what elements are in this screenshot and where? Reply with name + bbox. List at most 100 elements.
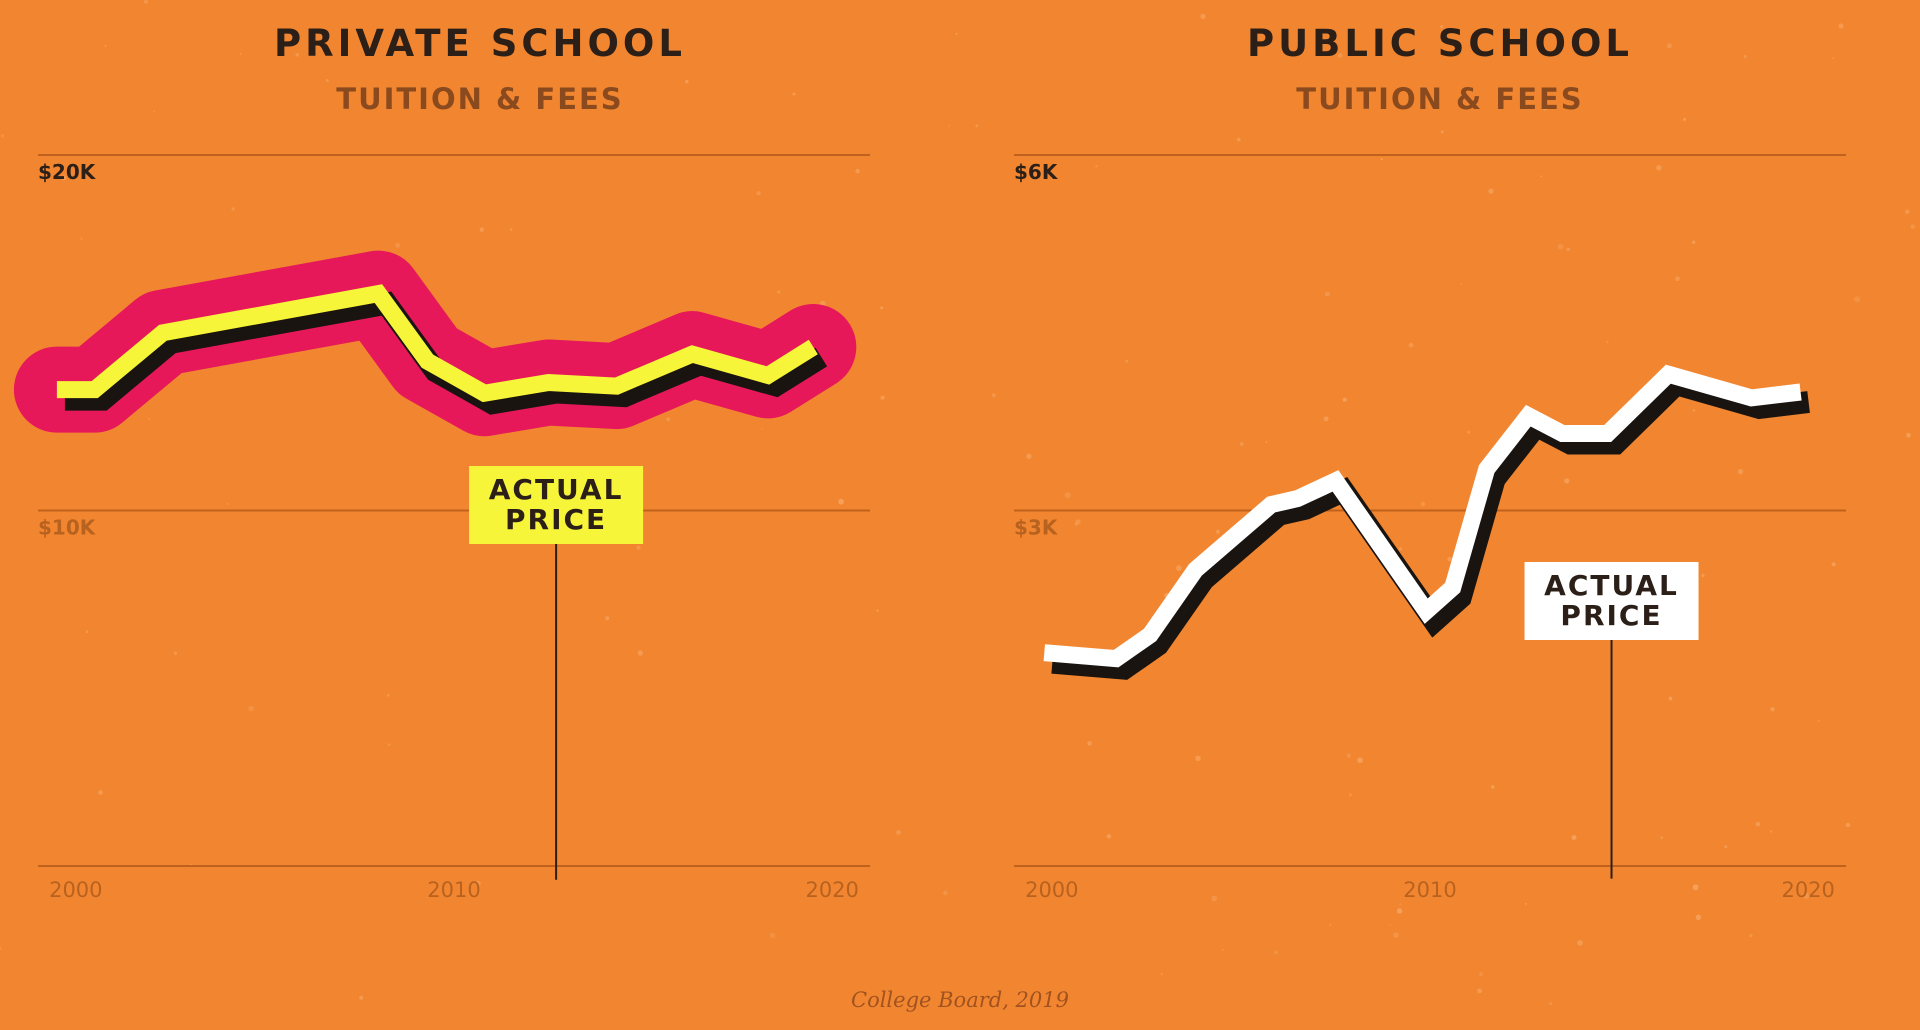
speckle bbox=[1026, 453, 1032, 459]
speckle bbox=[1467, 430, 1470, 434]
speckle bbox=[1564, 478, 1570, 484]
speckle bbox=[685, 80, 689, 84]
speckle bbox=[1692, 408, 1696, 412]
speckle bbox=[0, 947, 2, 950]
private-annotation-box bbox=[469, 466, 644, 544]
speckle bbox=[792, 92, 796, 96]
speckle bbox=[943, 890, 948, 896]
source-citation: College Board, 2019 bbox=[851, 988, 1069, 1012]
speckle bbox=[326, 79, 329, 82]
speckle bbox=[1399, 903, 1402, 906]
speckle bbox=[1724, 845, 1728, 849]
speckle bbox=[1408, 342, 1414, 348]
speckle bbox=[1222, 949, 1224, 951]
speckle bbox=[1389, 924, 1392, 926]
speckle bbox=[1420, 501, 1426, 507]
speckle bbox=[1656, 165, 1662, 171]
speckle bbox=[1106, 834, 1112, 839]
speckle bbox=[855, 168, 860, 174]
speckle bbox=[880, 395, 885, 400]
speckle bbox=[1905, 209, 1910, 214]
private-y-tick-label: $10K bbox=[38, 516, 97, 540]
speckle bbox=[295, 52, 300, 57]
speckle bbox=[1440, 130, 1444, 134]
speckle bbox=[1273, 950, 1278, 954]
speckle bbox=[1342, 397, 1347, 402]
speckle bbox=[387, 693, 390, 697]
public-annotation-text-2: PRICE bbox=[1560, 599, 1662, 632]
speckle bbox=[231, 207, 236, 211]
speckle bbox=[666, 417, 671, 422]
speckle bbox=[761, 428, 763, 430]
speckle bbox=[1357, 757, 1363, 764]
speckle bbox=[1176, 565, 1182, 572]
speckle bbox=[1477, 988, 1482, 994]
speckle bbox=[80, 237, 83, 240]
speckle bbox=[1737, 468, 1744, 475]
private-annotation-text-1: ACTUAL bbox=[489, 473, 624, 506]
speckle bbox=[1396, 908, 1403, 914]
speckle bbox=[948, 124, 951, 127]
speckle bbox=[1488, 188, 1494, 194]
speckle bbox=[1087, 741, 1092, 746]
speckle bbox=[1460, 282, 1463, 285]
speckle bbox=[148, 417, 151, 421]
speckle bbox=[1695, 914, 1702, 920]
speckle bbox=[1817, 719, 1821, 722]
speckle bbox=[1675, 276, 1680, 282]
speckle bbox=[1540, 175, 1543, 178]
speckle bbox=[1770, 707, 1775, 712]
speckle bbox=[896, 830, 901, 835]
private-x-tick-label: 2020 bbox=[805, 878, 858, 902]
speckle bbox=[1606, 341, 1609, 344]
public-annotation-box bbox=[1524, 562, 1699, 640]
public-x-tick-label: 2000 bbox=[1025, 878, 1078, 902]
speckle bbox=[1325, 291, 1330, 297]
public-x-tick-label: 2010 bbox=[1403, 878, 1456, 902]
speckle bbox=[1524, 902, 1527, 905]
speckle bbox=[1393, 932, 1399, 938]
speckle bbox=[153, 110, 156, 113]
speckle bbox=[1755, 822, 1761, 827]
speckle bbox=[1160, 972, 1163, 976]
speckle bbox=[1749, 934, 1753, 938]
public-y-tick-label: $3K bbox=[1014, 516, 1059, 540]
speckle bbox=[387, 743, 391, 746]
public-x-tick-label: 2020 bbox=[1781, 878, 1834, 902]
speckle bbox=[1701, 573, 1705, 578]
speckle bbox=[85, 630, 89, 633]
public-tuition-line bbox=[1043, 364, 1802, 668]
speckle bbox=[955, 32, 958, 35]
speckle bbox=[1571, 835, 1577, 840]
private-annotation-text-2: PRICE bbox=[505, 503, 607, 536]
speckle bbox=[1074, 522, 1079, 526]
speckle bbox=[876, 609, 879, 612]
speckle bbox=[1346, 753, 1351, 758]
speckle bbox=[475, 880, 481, 886]
public-chart-title: PUBLIC SCHOOL bbox=[1247, 22, 1633, 65]
speckle bbox=[1832, 57, 1835, 60]
speckle bbox=[1769, 830, 1773, 833]
speckle bbox=[1329, 923, 1332, 926]
private-chart-title: PRIVATE SCHOOL bbox=[274, 22, 686, 65]
speckle bbox=[509, 228, 513, 231]
speckle bbox=[1064, 492, 1071, 499]
speckle bbox=[1265, 441, 1268, 443]
speckle bbox=[1566, 247, 1570, 251]
speckle bbox=[1479, 972, 1483, 976]
speckle bbox=[636, 545, 641, 550]
public-annotation-text-1: ACTUAL bbox=[1544, 569, 1679, 602]
public-y-tick-label: $6K bbox=[1014, 160, 1059, 184]
speckle bbox=[226, 503, 229, 505]
speckle bbox=[248, 705, 254, 712]
public-chart-subtitle: TUITION & FEES bbox=[1296, 82, 1584, 116]
speckle bbox=[359, 995, 364, 1000]
speckle bbox=[1660, 836, 1663, 840]
private-x-tick-label: 2000 bbox=[49, 878, 102, 902]
speckle bbox=[1668, 696, 1673, 701]
public-line-shadow bbox=[1051, 371, 1810, 680]
speckle bbox=[975, 124, 978, 128]
speckle bbox=[1577, 940, 1583, 946]
